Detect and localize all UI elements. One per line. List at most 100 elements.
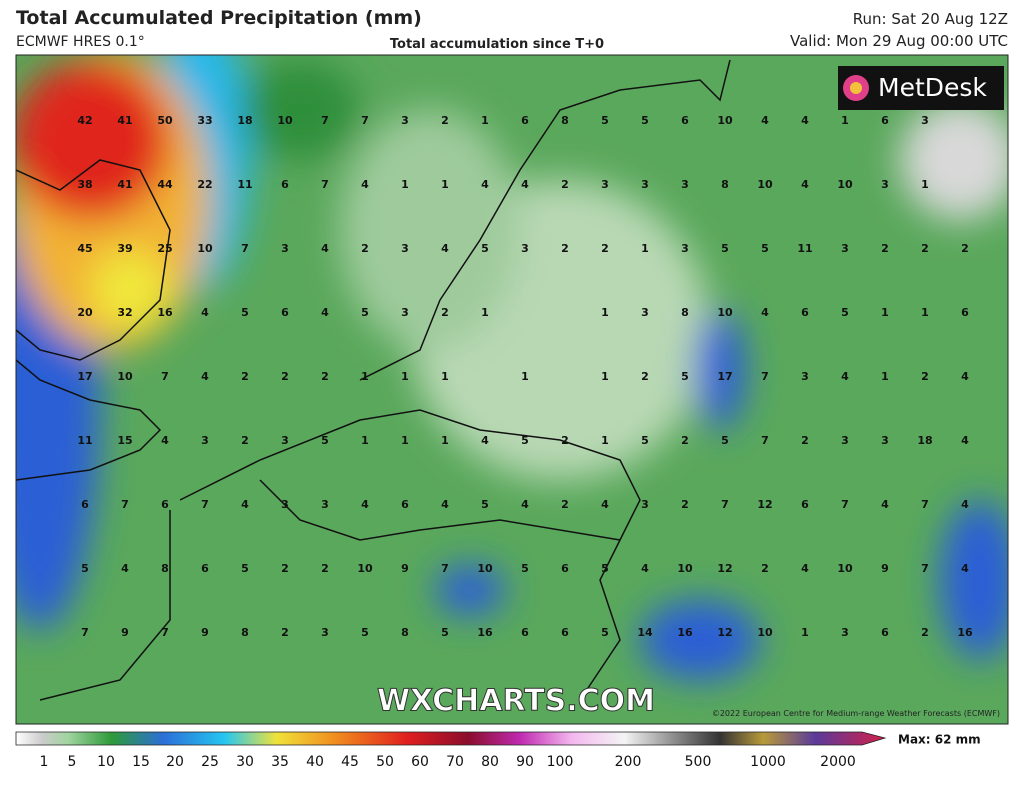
grid-value: 4 [761,114,769,127]
grid-value: 10 [277,114,293,127]
colorbar-label: 40 [306,754,324,770]
grid-value: 3 [881,178,889,191]
grid-value: 5 [761,242,769,255]
grid-value: 32 [117,306,132,319]
grid-value: 4 [441,498,449,511]
colorbar-label: 10 [97,754,115,770]
grid-value: 5 [601,114,609,127]
grid-value: 3 [841,434,849,447]
grid-value: 6 [801,498,809,511]
grid-value: 4 [481,178,489,191]
copyright: ©2022 European Centre for Medium-range W… [712,709,1000,718]
grid-value: 41 [117,114,132,127]
grid-value: 4 [441,242,449,255]
grid-value: 41 [117,178,132,191]
grid-value: 6 [401,498,409,511]
grid-value: 4 [961,370,969,383]
grid-value: 1 [401,178,409,191]
grid-value: 5 [521,562,529,575]
grid-value: 12 [757,498,772,511]
grid-value: 4 [641,562,649,575]
grid-value: 7 [321,114,329,127]
grid-value: 8 [681,306,689,319]
grid-value: 4 [961,498,969,511]
grid-value: 2 [561,434,569,447]
grid-value: 12 [717,562,732,575]
grid-value: 5 [361,306,369,319]
grid-value: 10 [717,306,733,319]
grid-value: 6 [561,562,569,575]
grid-value: 6 [281,306,289,319]
grid-value: 3 [641,178,649,191]
grid-value: 8 [161,562,169,575]
grid-value: 7 [761,434,769,447]
grid-value: 4 [961,434,969,447]
grid-value: 6 [881,114,889,127]
grid-value: 9 [881,562,889,575]
grid-value: 5 [681,370,689,383]
grid-value: 7 [441,562,449,575]
grid-value: 1 [401,434,409,447]
grid-value: 4 [121,562,129,575]
colorbar-label: 70 [446,754,464,770]
grid-value: 4 [201,370,209,383]
grid-value: 5 [721,242,729,255]
grid-value: 3 [401,306,409,319]
grid-value: 5 [481,498,489,511]
grid-value: 4 [521,178,529,191]
grid-value: 2 [681,498,689,511]
grid-value: 25 [157,242,172,255]
grid-value: 7 [121,498,129,511]
grid-value: 6 [681,114,689,127]
grid-value: 3 [281,498,289,511]
colorbar [15,731,887,746]
grid-value: 3 [681,242,689,255]
grid-value: 2 [361,242,369,255]
grid-value: 2 [281,562,289,575]
value-grid: 42 41 50 33 18 10 7 7 3 2 1 6 8 5 5 6 10 4 4 1 6 338 41 44 22 11 6… [77,114,973,639]
grid-value: 11 [797,242,812,255]
grid-value: 2 [561,242,569,255]
grid-value: 5 [441,626,449,639]
grid-value: 9 [401,562,409,575]
grid-value: 12 [717,626,732,639]
subtitle: Total accumulation since T+0 [390,37,604,52]
watermark: WXCHARTS.COM [377,684,655,719]
grid-value: 2 [561,178,569,191]
colorbar-label: 60 [411,754,429,770]
grid-value: 3 [401,114,409,127]
grid-value: 5 [641,434,649,447]
grid-value: 3 [201,434,209,447]
logo: MetDesk [878,73,987,102]
grid-value: 3 [521,242,529,255]
grid-value: 2 [881,242,889,255]
grid-value: 8 [561,114,569,127]
colorbar-label: 30 [236,754,254,770]
grid-value: 2 [601,242,609,255]
grid-value: 6 [801,306,809,319]
grid-value: 4 [161,434,169,447]
grid-value: 3 [281,242,289,255]
colorbar-label: 5 [68,754,77,770]
grid-value: 39 [117,242,132,255]
grid-value: 3 [321,498,329,511]
grid-value: 5 [841,306,849,319]
grid-value: 1 [641,242,649,255]
grid-value: 17 [77,370,92,383]
grid-value: 4 [521,498,529,511]
grid-value: 7 [321,178,329,191]
grid-value: 3 [401,242,409,255]
grid-value: 1 [881,370,889,383]
grid-value: 2 [281,626,289,639]
colorbar-label: 100 [547,754,574,770]
grid-value: 3 [281,434,289,447]
grid-value: 8 [401,626,409,639]
grid-value: 2 [961,242,969,255]
grid-value: 6 [81,498,89,511]
grid-value: 6 [161,498,169,511]
colorbar-label: 15 [132,754,150,770]
grid-value: 2 [321,562,329,575]
grid-value: 4 [321,306,329,319]
grid-value: 3 [681,178,689,191]
